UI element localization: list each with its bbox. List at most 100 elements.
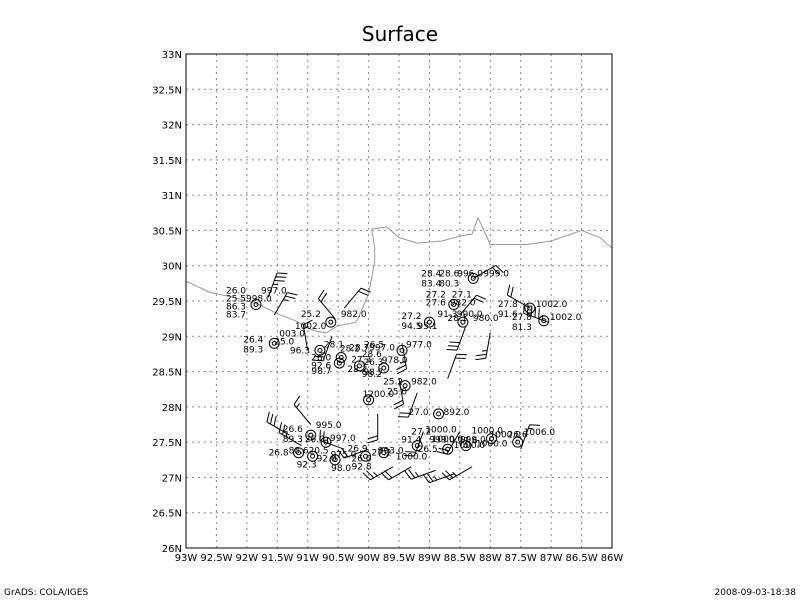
lon-tick-label: 90W bbox=[357, 553, 380, 564]
wind-barb-staff bbox=[413, 431, 424, 457]
wind-barb-feather bbox=[405, 451, 416, 453]
wind-barb bbox=[367, 413, 379, 444]
station-value: 1002.0 bbox=[536, 300, 568, 310]
wind-barb-feather bbox=[367, 439, 378, 444]
wind-barb-feather bbox=[476, 294, 487, 300]
lat-tick-label: 28.5N bbox=[152, 368, 182, 379]
coastline bbox=[185, 216, 613, 334]
wind-barb-half-feather bbox=[303, 325, 309, 330]
station-ring bbox=[486, 433, 498, 445]
station-ring bbox=[353, 360, 365, 372]
wind-barb-feather bbox=[403, 454, 415, 457]
station-ring bbox=[396, 344, 408, 356]
station-ring bbox=[538, 315, 550, 327]
station-dot bbox=[310, 453, 316, 459]
wind-barb-feather bbox=[293, 395, 301, 405]
wind-barb-feather bbox=[445, 470, 454, 479]
lat-tick-label: 32.5N bbox=[152, 85, 182, 96]
station-value: 26.9 bbox=[348, 444, 368, 454]
wind-barb-feather bbox=[529, 424, 541, 426]
station-plot: 26.398.7 bbox=[353, 358, 383, 378]
station-value: 1000.0 bbox=[490, 431, 522, 441]
station-value: 999.0 bbox=[429, 436, 455, 446]
station-value: 982.0 bbox=[411, 378, 437, 388]
wind-barb bbox=[447, 353, 468, 379]
station-value: 92.6 bbox=[311, 361, 331, 371]
wind-barb-staff bbox=[318, 298, 336, 319]
station-dot bbox=[317, 347, 323, 353]
station-plot: 26.6 995.0 89.3 26.0 bbox=[283, 421, 342, 445]
wind-barb-feather bbox=[393, 403, 404, 410]
lon-tick-label: 91.5W bbox=[261, 553, 293, 564]
station-value: 1000.0 bbox=[425, 426, 457, 436]
station-plot: 26.8 88.6 20.5 bbox=[269, 447, 329, 459]
wind-barb bbox=[273, 292, 298, 316]
wind-barb-half-feather bbox=[433, 475, 438, 481]
wind-barb-feather bbox=[426, 472, 434, 482]
station-dot bbox=[414, 443, 420, 449]
wind-barb-feather bbox=[317, 289, 325, 300]
station-dot bbox=[381, 365, 387, 371]
wind-barb-feather bbox=[449, 341, 460, 344]
wind-barb-feather bbox=[314, 355, 325, 358]
station-dot bbox=[308, 432, 314, 438]
wind-barb-half-feather bbox=[481, 349, 488, 352]
station-ring bbox=[325, 316, 337, 328]
station-dot bbox=[436, 411, 442, 417]
lat-tick-label: 26N bbox=[162, 544, 182, 555]
station-value: 998.0 bbox=[246, 295, 272, 305]
station-plot: 1006.0 bbox=[512, 428, 555, 448]
station-value: 27.8 bbox=[498, 300, 518, 310]
station-plot: 27.8 1002.0 91.6 bbox=[498, 300, 568, 320]
wind-barb-staff bbox=[273, 292, 288, 316]
station-value: 999.0 bbox=[483, 269, 509, 279]
wind-barb-feather bbox=[287, 292, 298, 296]
wind-barb-feather bbox=[365, 470, 375, 479]
lat-tick-label: 29N bbox=[162, 332, 182, 343]
station-dot bbox=[323, 439, 329, 445]
wind-barb-staff bbox=[459, 294, 477, 316]
wind-barb-staff bbox=[388, 466, 412, 481]
wind-barb-feather bbox=[495, 265, 504, 273]
wind-barb-half-feather bbox=[415, 472, 420, 477]
wind-barb-feather bbox=[491, 267, 501, 275]
station-value: 25.2 bbox=[383, 378, 403, 388]
station-dot bbox=[399, 347, 405, 353]
station-ring bbox=[268, 337, 280, 349]
wind-barb-staff bbox=[449, 466, 473, 481]
station-value: 26.4 bbox=[243, 335, 263, 345]
station-dot bbox=[527, 305, 533, 311]
station-value: 26.5 bbox=[364, 340, 384, 350]
wind-barb-feather bbox=[367, 435, 378, 440]
wind-barb-staff bbox=[398, 378, 405, 405]
station-value: 25.0 bbox=[274, 337, 294, 347]
station-value: 27.2 bbox=[426, 291, 446, 301]
station-plots: 26.0 997.025.5 998.086.383.726.4003.089.32… bbox=[226, 269, 582, 473]
station-value: 1000.0 bbox=[472, 427, 504, 437]
station-plot: 25.2 982.0 1002.0 bbox=[295, 310, 367, 332]
station-value: 26.8 bbox=[269, 449, 289, 459]
wind-barb-feather bbox=[397, 416, 409, 418]
lat-tick-label: 29.5N bbox=[152, 297, 182, 308]
station-ring bbox=[524, 302, 536, 314]
station-value: 25.0 bbox=[387, 388, 407, 398]
station-value: 1000.0 bbox=[432, 435, 464, 445]
wind-barb bbox=[403, 431, 424, 457]
station-ring bbox=[314, 344, 326, 356]
station-plot: 27.8 1002.0 81.3 bbox=[512, 313, 582, 333]
wind-barb-feather bbox=[506, 284, 511, 296]
wind-barb-half-feather bbox=[285, 431, 288, 437]
station-plot: 26.4 003.0 89.3 25.0 bbox=[243, 329, 305, 355]
wind-barb-feather bbox=[323, 431, 325, 442]
station-value: 81.3 bbox=[512, 323, 532, 333]
station-value: 91.6 bbox=[498, 310, 518, 320]
station-value: 25.5 bbox=[226, 295, 246, 305]
station-dot bbox=[381, 450, 387, 456]
station-dot bbox=[470, 275, 476, 281]
wind-barb-feather bbox=[273, 415, 277, 427]
